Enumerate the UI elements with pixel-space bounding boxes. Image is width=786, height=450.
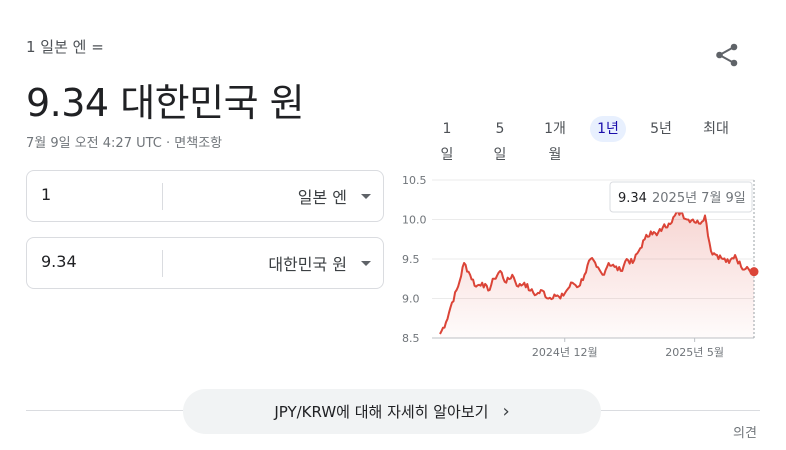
to-currency-row: 대한민국 원 (26, 237, 384, 289)
tooltip-value: 9.34 (618, 191, 647, 206)
timestamp: 7월 9일 오전 4:27 UTC (26, 136, 162, 151)
from-currency-select[interactable]: 일본 엔 (298, 184, 371, 208)
base-amount-label: 1 일본 엔 = (26, 38, 104, 56)
chart-tooltip: 9.34 2025년 7월 9일 (609, 181, 753, 213)
meta-separator: · (161, 136, 175, 151)
x-tick-label: 2024년 12월 (532, 346, 598, 359)
learn-more-button[interactable]: JPY/KRW에 대해 자세히 알아보기 › (183, 389, 601, 434)
timestamp-line: 7월 9일 오전 4:27 UTC · 면책조항 (26, 132, 222, 151)
y-tick-label: 9.0 (402, 293, 420, 306)
tooltip-box (609, 181, 753, 213)
current-point-marker (749, 267, 759, 277)
range-tabs: 1일 5일 1개월 1년 5년 최대 (0, 116, 786, 163)
tab-range-max[interactable]: 최대 (703, 121, 729, 137)
to-amount-input[interactable] (41, 252, 151, 271)
chevron-right-icon: › (502, 401, 510, 422)
tooltip-date: 2025년 7월 9일 (652, 191, 746, 206)
chevron-down-icon (361, 193, 371, 199)
y-tick-label: 10.5 (402, 174, 427, 187)
share-button[interactable] (714, 42, 740, 68)
field-divider (162, 250, 163, 277)
tab-range-1y[interactable]: 1년 (590, 116, 626, 142)
tab-range-1m[interactable]: 1개월 (544, 121, 566, 163)
y-tick-label: 9.5 (402, 253, 420, 266)
disclaimer-link[interactable]: 면책조항 (174, 136, 223, 151)
feedback-link[interactable]: 의견 (733, 426, 757, 441)
y-tick-label: 8.5 (402, 332, 420, 345)
from-currency-label: 일본 엔 (297, 188, 347, 207)
x-tick-label: 2025년 5월 (665, 346, 724, 359)
share-icon (716, 43, 738, 67)
section-divider-right (601, 410, 760, 411)
field-divider (162, 183, 163, 210)
tab-range-1d[interactable]: 1일 (440, 121, 454, 163)
from-currency-row: 일본 엔 (26, 170, 384, 222)
rate-area-fill (440, 211, 754, 338)
to-currency-label: 대한민국 원 (268, 255, 347, 274)
tab-range-5d[interactable]: 5일 (493, 121, 507, 163)
from-amount-input[interactable] (41, 185, 151, 204)
rate-series-line (439, 210, 755, 335)
to-currency-select[interactable]: 대한민국 원 (268, 251, 371, 275)
y-tick-label: 10.0 (402, 214, 427, 227)
chevron-down-icon (361, 260, 371, 266)
learn-more-label: JPY/KRW에 대해 자세히 알아보기 (274, 403, 489, 421)
conversion-result: 9.34 대한민국 원 (26, 81, 305, 125)
rate-chart[interactable]: 10.5 10.0 9.5 9.0 8.5 2024년 12월 2025년 5월 9.34… (396, 170, 766, 370)
tab-range-5y[interactable]: 5년 (650, 121, 672, 137)
section-divider-left (26, 410, 183, 411)
